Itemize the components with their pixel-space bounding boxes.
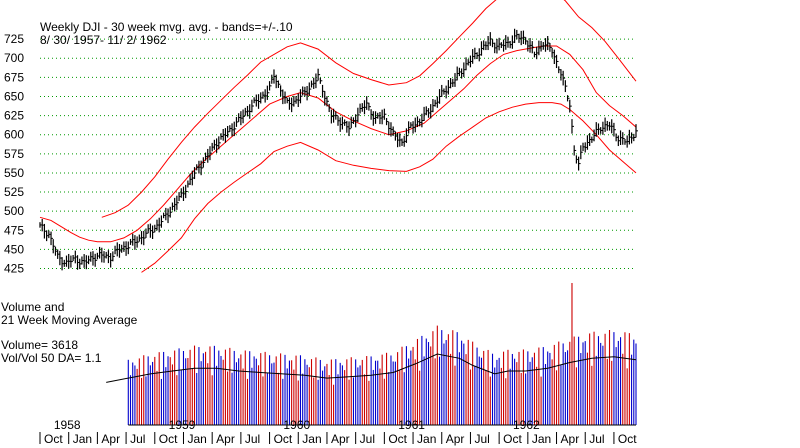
upper-band-line xyxy=(101,0,637,218)
x-tick-label: Apr xyxy=(101,432,120,446)
x-tick-label: Jan xyxy=(73,432,92,446)
y-tick-label: 575 xyxy=(4,147,24,161)
price-y-axis: 425 450 475 500 525 550 575 600 625 650 675 700 725 xyxy=(4,32,24,275)
y-tick-label: 725 xyxy=(4,32,24,46)
year-label: 1960 xyxy=(283,418,310,432)
chart-date-range: 8/ 30/ 1957- 11/ 2/ 1962 xyxy=(40,33,167,47)
x-tick-label: Apr xyxy=(561,432,580,446)
x-tick-label: Jul xyxy=(130,432,145,446)
lower-band-line xyxy=(141,102,637,273)
year-label: 1962 xyxy=(513,418,540,432)
y-tick-label: 500 xyxy=(4,204,24,218)
volume-ma-line xyxy=(106,353,637,383)
y-tick-label: 650 xyxy=(4,89,24,103)
y-tick-label: 550 xyxy=(4,166,24,180)
x-tick-label: Oct xyxy=(44,432,63,446)
price-bars xyxy=(39,28,638,271)
y-tick-label: 600 xyxy=(4,128,24,142)
volume-ma-label: 21 Week Moving Average xyxy=(1,313,138,327)
y-tick-label: 675 xyxy=(4,70,24,84)
chart-title: Weekly DJI - 30 week mvg. avg. - bands=+… xyxy=(40,20,293,34)
volume-bars xyxy=(127,283,637,425)
moving-average-line xyxy=(39,45,637,243)
x-tick-label: Jul xyxy=(245,432,260,446)
year-label: 1961 xyxy=(398,418,425,432)
x-tick-label: Jul xyxy=(589,432,604,446)
y-tick-label: 425 xyxy=(4,262,24,276)
x-tick-label: Jul xyxy=(474,432,489,446)
y-tick-label: 450 xyxy=(4,242,24,256)
y-tick-label: 525 xyxy=(4,185,24,199)
x-tick-label: Apr xyxy=(331,432,350,446)
x-tick-label: Jan xyxy=(187,432,206,446)
x-tick-label: Jan xyxy=(417,432,436,446)
x-tick-label: Apr xyxy=(216,432,235,446)
x-tick-label: Oct xyxy=(274,432,293,446)
volume-ratio: Vol/Vol 50 DA= 1.1 xyxy=(1,351,102,365)
x-tick-label: Oct xyxy=(618,432,637,446)
x-tick-label: Jan xyxy=(532,432,551,446)
price-gridlines xyxy=(40,38,636,270)
x-tick-label: Jan xyxy=(302,432,321,446)
time-x-axis: Oct Jan Apr Jul Oct Jan Apr Jul Oct Jan Apr Jul Oct J… xyxy=(39,418,637,446)
y-tick-label: 700 xyxy=(4,51,24,65)
volume-moving-average xyxy=(106,353,637,383)
x-tick-label: Jul xyxy=(360,432,375,446)
y-tick-label: 625 xyxy=(4,109,24,123)
x-tick-label: Oct xyxy=(388,432,407,446)
volume-value: Volume= 3618 xyxy=(1,338,79,352)
year-label: 1959 xyxy=(169,418,196,432)
y-tick-label: 475 xyxy=(4,223,24,237)
year-label: 1958 xyxy=(54,418,81,432)
x-tick-label: Oct xyxy=(159,432,178,446)
x-tick-label: Oct xyxy=(503,432,522,446)
x-tick-label: Apr xyxy=(446,432,465,446)
volume-label: Volume and xyxy=(1,300,65,314)
